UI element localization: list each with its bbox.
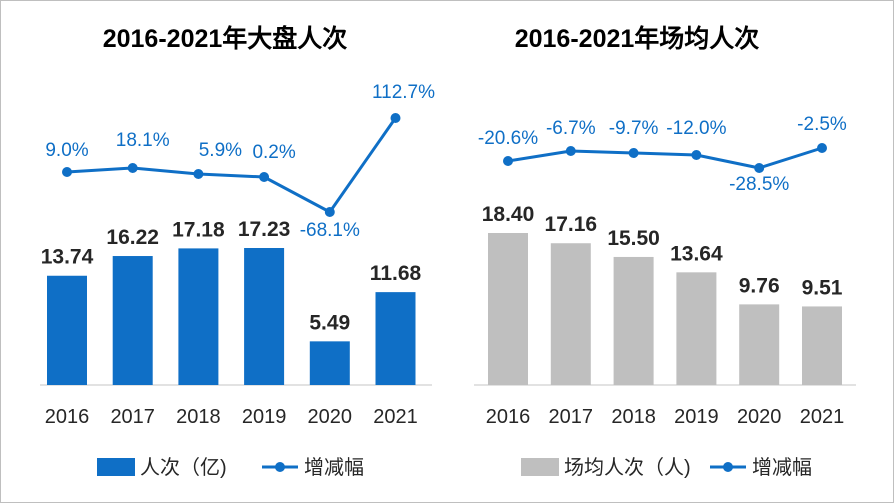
growth-point-2018: [628, 148, 639, 158]
growth-point-2018: [193, 169, 204, 179]
legend-line-marker: [275, 462, 285, 472]
bar-value-label: 13.64: [670, 242, 723, 265]
bar-2018: [613, 256, 654, 385]
x-tick-label: 2016: [45, 406, 90, 428]
growth-value-label: -12.0%: [666, 118, 726, 139]
growth-value-label: -6.7%: [546, 118, 596, 139]
x-tick-label: 2017: [110, 406, 155, 428]
bar-value-label: 13.74: [41, 246, 94, 269]
x-tick-label: 2019: [242, 406, 287, 428]
x-tick-label: 2020: [308, 406, 353, 428]
bar-2020: [739, 304, 780, 385]
x-tick-label: 2018: [176, 406, 221, 428]
bar-2021: [802, 306, 842, 385]
bar-value-label: 17.18: [172, 218, 225, 241]
growth-value-label: 5.9%: [199, 140, 242, 161]
legend-bar-swatch: [97, 458, 135, 476]
bar-value-label: 5.49: [309, 311, 350, 334]
x-tick-label: 2021: [373, 406, 418, 428]
bar-2019: [676, 272, 717, 385]
legend-bar-label: 人次（亿): [140, 456, 227, 479]
growth-point-2016: [503, 156, 513, 166]
growth-value-label: 0.2%: [252, 142, 295, 163]
growth-value-label: 18.1%: [116, 130, 170, 151]
growth-line: [507, 146, 823, 170]
bar-value-label: 18.40: [482, 203, 535, 226]
growth-point-2019: [691, 150, 702, 160]
bar-2018: [178, 248, 219, 385]
bar-2016: [488, 233, 528, 385]
chart-avg-admissions-per-screening: 2016-2021年场均人次 18.40 2016 17.16 2017 15.50 201…: [474, 24, 856, 479]
growth-value-label: -28.5%: [729, 174, 789, 195]
bar-value-label: 15.50: [607, 227, 660, 250]
growth-point-2016: [62, 167, 72, 177]
x-tick-label: 2017: [549, 406, 594, 428]
growth-value-label: 112.7%: [372, 82, 435, 103]
growth-point-2021: [390, 113, 401, 123]
legend-bar-swatch: [521, 458, 559, 476]
growth-point-2021: [817, 143, 827, 153]
growth-point-2020: [324, 207, 335, 217]
legend-line-label: 增减幅: [752, 456, 812, 479]
growth-point-2019: [259, 172, 270, 182]
bar-2019: [244, 248, 285, 385]
growth-value-label: -20.6%: [478, 128, 538, 149]
growth-point-2017: [127, 163, 138, 173]
bar-value-label: 9.51: [802, 276, 843, 299]
legend-bar-label: 场均人次（人): [564, 456, 691, 479]
x-tick-label: 2019: [674, 406, 719, 428]
bar-value-label: 9.76: [739, 274, 780, 297]
growth-point-2017: [565, 146, 576, 156]
chart-total-admissions: 2016-2021年大盘人次 13.74 2016 16.22 2017 17.18 201…: [40, 24, 435, 479]
x-tick-label: 2021: [800, 406, 845, 428]
bar-value-label: 17.23: [238, 218, 291, 241]
bar-value-label: 17.16: [545, 213, 598, 236]
bar-2021: [375, 292, 416, 385]
x-tick-label: 2018: [611, 406, 656, 428]
x-tick-label: 2020: [737, 406, 782, 428]
chart-title: 2016-2021年场均人次: [515, 24, 760, 53]
growth-line: [66, 117, 397, 214]
bar-2020: [309, 341, 350, 385]
growth-value-label: -68.1%: [300, 220, 360, 241]
bar-value-label: 16.22: [106, 226, 159, 249]
bar-2017: [112, 256, 153, 385]
chart-title: 2016-2021年大盘人次: [103, 24, 348, 53]
x-tick-label: 2016: [486, 406, 531, 428]
growth-value-label: -2.5%: [797, 114, 847, 135]
bar-2017: [550, 243, 591, 385]
growth-point-2020: [754, 163, 765, 173]
bar-value-label: 11.68: [370, 262, 422, 285]
growth-value-label: -9.7%: [609, 118, 659, 139]
legend-line-marker: [723, 462, 733, 472]
legend-line-label: 增减幅: [304, 456, 364, 479]
growth-value-label: 9.0%: [45, 140, 88, 161]
bar-2016: [47, 275, 87, 385]
